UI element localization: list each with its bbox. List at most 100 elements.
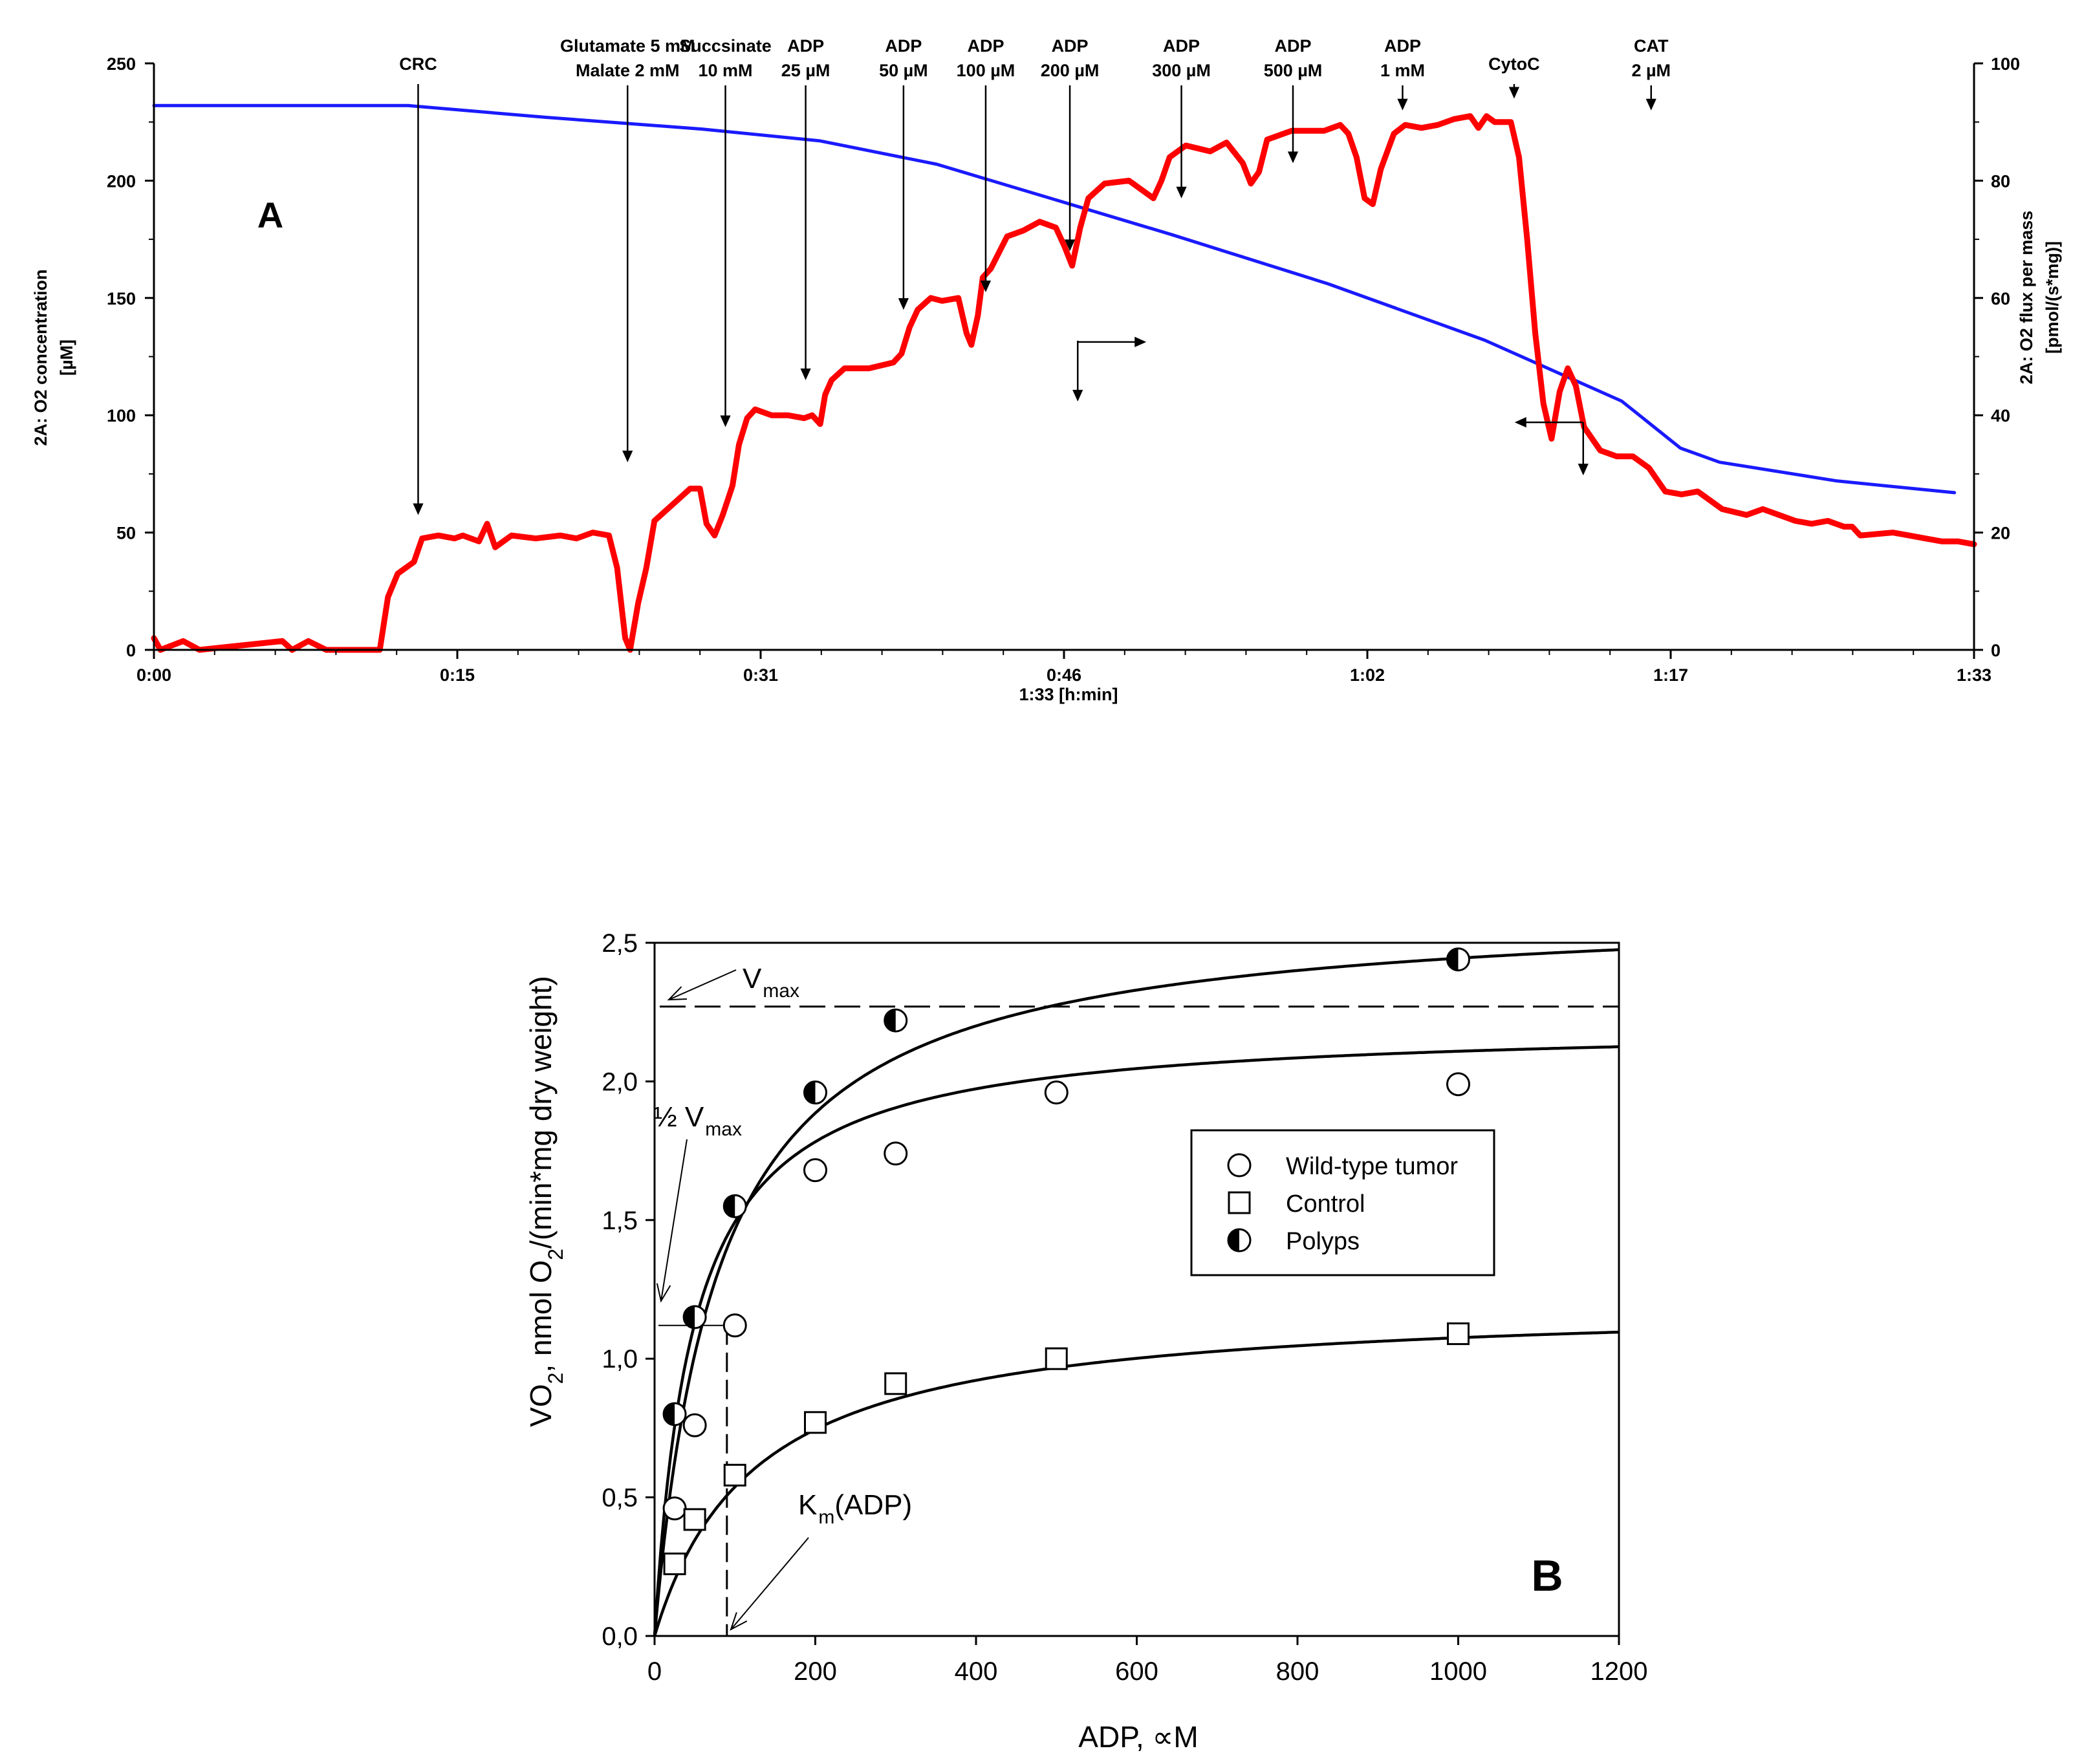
panel-a-annotation-text: 1 mM <box>1380 61 1425 80</box>
panel-a-x-tick-label: 0:46 <box>1047 665 1081 685</box>
marker-fill <box>804 1081 816 1104</box>
panel-a-annotation-text: CytoC <box>1488 54 1540 74</box>
data-point-control <box>1045 1347 1068 1370</box>
panel-a-right-tick-label: 60 <box>1991 289 2010 308</box>
data-point-wild-type-tumor <box>884 1141 908 1166</box>
panel-b-x-tick-label: 600 <box>1115 1657 1158 1686</box>
arrow-head <box>1514 416 1526 428</box>
arrow-head <box>1508 87 1520 99</box>
panel-a-x-tick-label: 0:00 <box>136 665 171 685</box>
data-point-polyps <box>803 1081 827 1105</box>
data-point-control <box>804 1411 827 1434</box>
km-arrow <box>730 1537 809 1630</box>
panel-a-right-axis-label-line2: [pmol/(s*mg)] <box>2043 241 2062 354</box>
panel-a-x-tick-label: 0:15 <box>440 665 475 685</box>
panel-a-x-tick-label: 1:17 <box>1653 665 1688 685</box>
panel-a-annotation-text: 100 µM <box>957 61 1015 80</box>
half-vmax-arrow <box>660 1139 688 1302</box>
panel-a-left-tick-label: 250 <box>107 54 136 74</box>
arrow-head <box>800 368 811 380</box>
data-point-control <box>884 1372 907 1395</box>
o2-flux-line <box>151 113 1977 653</box>
vmax-arrow-head <box>667 986 688 1001</box>
marker-fill <box>884 1009 896 1032</box>
panel-b-x-tick-label: 1000 <box>1429 1657 1487 1686</box>
panel-a-left-tick-label: 0 <box>126 641 136 660</box>
panel-a-annotation-text: CRC <box>399 54 437 74</box>
arrow-head <box>1645 98 1656 111</box>
arrow-head <box>1064 239 1076 252</box>
marker-fill <box>1228 1229 1239 1251</box>
panel-a-annotation-text: ADP <box>1163 36 1200 56</box>
data-point-polyps <box>722 1194 747 1218</box>
panel-a-x-tick-label: 0:31 <box>743 665 778 685</box>
legend-marker <box>1227 1153 1252 1178</box>
panel-a-x-tick-label: 1:33 <box>1957 665 1992 685</box>
panel-a-annotation-text: ADP <box>1275 36 1312 56</box>
panel-a-left-tick-label: 150 <box>107 289 136 308</box>
panel-b-x-axis-label: ADP, ∝M <box>1078 1720 1198 1754</box>
arrow-head <box>1578 464 1589 476</box>
legend-marker <box>1228 1191 1251 1214</box>
panel-a-annotation-text: Succsinate <box>679 36 772 56</box>
panel-a-annotation-text: 200 µM <box>1041 61 1100 80</box>
marker-fill <box>664 1403 675 1425</box>
panel-b-label: B <box>1531 1551 1563 1600</box>
panel-b-x-tick-label: 0 <box>647 1657 662 1686</box>
legend-label: Control <box>1286 1190 1365 1218</box>
km-arrow-head <box>730 1612 748 1631</box>
vmax-arrow <box>668 969 737 1000</box>
panel-b-x-tick-label: 200 <box>794 1657 837 1686</box>
panel-b-y-tick-label: 2,0 <box>602 1068 638 1096</box>
km-adp-annotation: Km(ADP) <box>798 1489 912 1528</box>
panel-a-annotation-text: 500 µM <box>1264 61 1323 80</box>
panel-a-annotation-text: ADP <box>787 36 824 56</box>
panel-a-annotation-text: Glutamate 5 mM <box>560 36 695 56</box>
panel-a-annotation-text: 25 µM <box>781 61 830 80</box>
marker-fill <box>1447 948 1459 971</box>
data-point-wild-type-tumor <box>682 1413 707 1437</box>
panel-a-left-axis-label-line1: 2A: O2 concentration <box>31 269 50 446</box>
panel-a-annotation-text: ADP <box>967 36 1004 56</box>
panel-b-chart: 0 200 400 600 800 1000 12000,00,51,01,52,02,5 … <box>524 929 1647 1754</box>
panel-a-right-tick-label: 80 <box>1991 171 2010 191</box>
data-point-control <box>723 1463 746 1487</box>
panel-a-annotation-text: 50 µM <box>879 61 928 80</box>
panel-a-right-axis-label-line1: 2A: O2 flux per mass <box>2017 211 2036 385</box>
panel-b-x-tick-label: 400 <box>955 1657 998 1686</box>
legend-label: Polyps <box>1286 1228 1360 1255</box>
panel-a-left-tick-label: 100 <box>107 406 136 425</box>
arrow-head <box>898 298 909 310</box>
panel-a-left-tick-label: 200 <box>107 171 136 191</box>
arrow-head <box>1287 151 1299 164</box>
arrow-head <box>1134 336 1147 347</box>
half-vmax-arrow-head <box>656 1283 671 1303</box>
data-point-wild-type-tumor <box>1044 1081 1069 1105</box>
panel-b-legend: Wild-type tumor Control Polyps <box>1190 1129 1495 1276</box>
panel-a-annotation-text: 10 mM <box>699 61 753 80</box>
vmax-annotation: Vmax <box>743 963 799 1002</box>
fit-curve-wild-type-tumor <box>653 1045 1620 1637</box>
panel-b-x-tick-label: 800 <box>1276 1657 1319 1686</box>
data-point-polyps <box>662 1402 687 1426</box>
arrow-head <box>980 280 992 292</box>
panel-a-right-tick-label: 0 <box>1991 641 2001 660</box>
panel-a-left-tick-label: 50 <box>116 524 136 543</box>
panel-a-annotation-text: ADP <box>1052 36 1089 56</box>
panel-a-right-tick-label: 40 <box>1991 406 2010 425</box>
arrow-head <box>720 415 731 427</box>
panel-a-annotation-text: ADP <box>885 36 922 56</box>
legend-marker <box>1227 1228 1252 1253</box>
half-vmax-annotation: ½ Vmax <box>653 1101 742 1140</box>
arrow-head <box>1072 389 1083 402</box>
arrow-head <box>622 450 633 462</box>
panel-a-chart: CRC Glutamate 5 mM Malate 2 mM Succsinate 10… <box>31 36 2062 704</box>
data-point-control <box>683 1508 706 1531</box>
panel-b-y-tick-label: 0,0 <box>602 1622 638 1651</box>
panel-a-x-tick-label: 1:02 <box>1350 665 1385 685</box>
panel-a-label: A <box>257 195 283 235</box>
panel-a-right-tick-label: 20 <box>1991 524 2010 543</box>
panel-b-y-axis-label: VO2, nmol O2/(min*mg dry weight) <box>524 976 567 1427</box>
data-point-wild-type-tumor <box>1446 1072 1470 1097</box>
